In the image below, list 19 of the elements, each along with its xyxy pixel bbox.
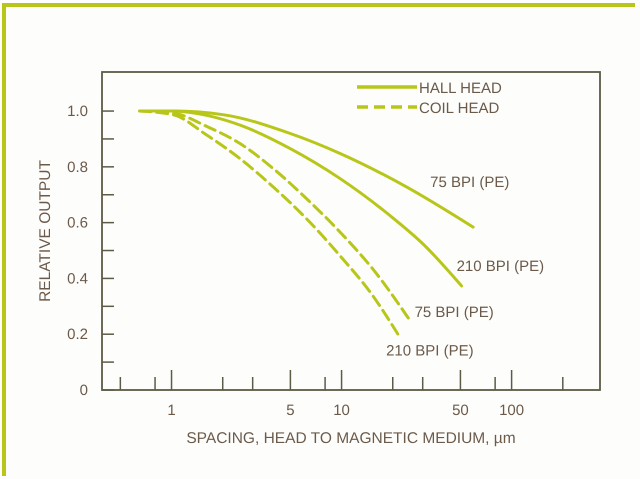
- annotation: 75 BPI (PE): [430, 174, 510, 192]
- x-tick-label: 1: [167, 402, 176, 419]
- y-tick-label: 0.4: [67, 270, 88, 288]
- legend-label: COIL HEAD: [419, 100, 500, 117]
- x-axis-title: SPACING, HEAD TO MAGNETIC MEDIUM, µm: [186, 430, 516, 447]
- annotation: 75 BPI (PE): [414, 304, 494, 321]
- y-tick-label: 0: [80, 382, 88, 399]
- legend-label: HALL HEAD: [419, 80, 502, 97]
- x-tick-label: 50: [452, 402, 469, 419]
- y-tick-label: 0.8: [67, 158, 88, 176]
- annotation: 210 BPI (PE): [386, 342, 474, 360]
- y-tick-label: 1.0: [67, 103, 88, 120]
- x-tick-label: 5: [286, 402, 295, 419]
- x-tick-label: 100: [499, 402, 524, 419]
- x-tick-label: 10: [333, 402, 350, 419]
- y-tick-label: 0.6: [67, 214, 88, 232]
- y-tick-label: 0.2: [67, 326, 88, 344]
- y-axis-title: RELATIVE OUTPUT: [37, 160, 54, 302]
- annotation: 210 BPI (PE): [456, 258, 544, 275]
